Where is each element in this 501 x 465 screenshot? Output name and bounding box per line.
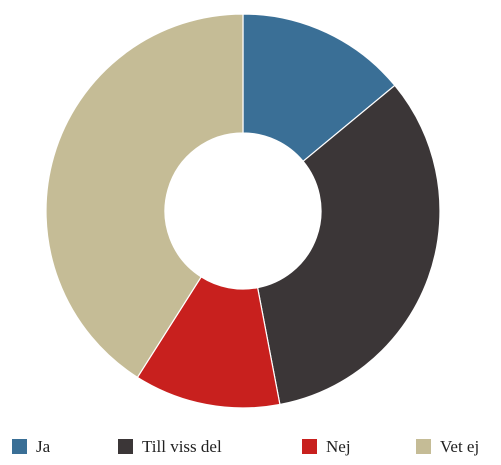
donut-slice (45, 13, 244, 379)
donut-slice (242, 13, 396, 163)
legend-swatch (302, 439, 317, 454)
legend-label: Till viss del (142, 437, 222, 456)
legend-swatch (416, 439, 431, 454)
legend-swatch (12, 439, 27, 454)
legend-label: Nej (326, 437, 351, 456)
donut-slice (136, 276, 281, 409)
donut-slice (256, 84, 441, 406)
legend-label: Vet ej (440, 437, 479, 456)
legend-label: Ja (36, 437, 51, 456)
legend-swatch (118, 439, 133, 454)
